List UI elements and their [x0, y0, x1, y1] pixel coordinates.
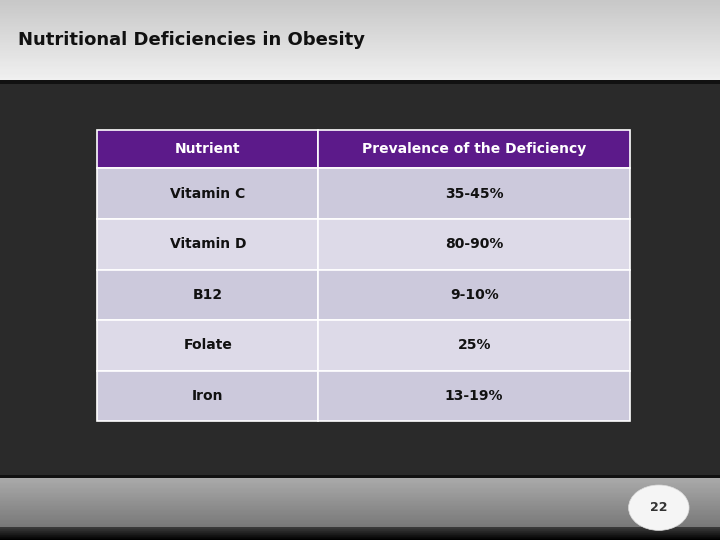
Text: Nutritional Deficiencies in Obesity: Nutritional Deficiencies in Obesity: [18, 31, 365, 49]
Text: 25%: 25%: [457, 339, 491, 353]
Text: 13-19%: 13-19%: [445, 389, 503, 403]
Text: Prevalence of the Deficiency: Prevalence of the Deficiency: [362, 142, 586, 156]
Text: 80-90%: 80-90%: [445, 237, 503, 251]
Text: B12: B12: [193, 288, 222, 302]
Text: Nutrient: Nutrient: [175, 142, 240, 156]
Text: Vitamin D: Vitamin D: [169, 237, 246, 251]
Text: Folate: Folate: [184, 339, 232, 353]
Text: 35-45%: 35-45%: [445, 187, 503, 201]
Text: Vitamin C: Vitamin C: [170, 187, 246, 201]
Text: Iron: Iron: [192, 389, 223, 403]
Text: 22: 22: [650, 501, 667, 514]
Text: 9-10%: 9-10%: [450, 288, 498, 302]
